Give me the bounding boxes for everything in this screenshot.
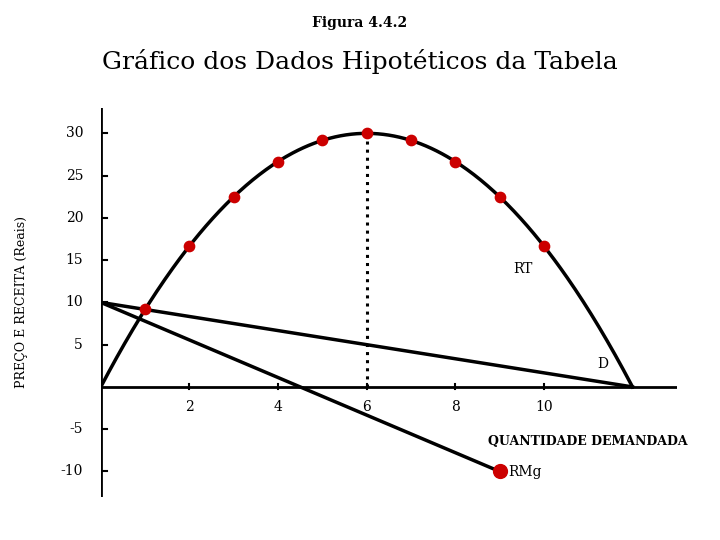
Point (184, 242, 195, 251)
Text: 10: 10 (535, 400, 553, 414)
Text: Gráfico dos Dados Hipotéticos da Tabela: Gráfico dos Dados Hipotéticos da Tabela (102, 49, 618, 73)
Point (317, 136, 328, 145)
Point (140, 305, 151, 314)
Text: D: D (597, 357, 608, 372)
Text: 5: 5 (74, 338, 83, 352)
Text: 6: 6 (362, 400, 371, 414)
Text: 10: 10 (66, 295, 83, 309)
Point (494, 192, 505, 201)
Text: 8: 8 (451, 400, 459, 414)
Text: 25: 25 (66, 168, 83, 183)
Text: QUANTIDADE DEMANDADA: QUANTIDADE DEMANDADA (488, 435, 688, 448)
Text: -5: -5 (70, 422, 83, 436)
Point (449, 157, 461, 166)
Text: 2: 2 (185, 400, 194, 414)
Point (494, 467, 505, 476)
Text: Figura 4.4.2: Figura 4.4.2 (312, 16, 408, 30)
Text: 15: 15 (66, 253, 83, 267)
Point (272, 157, 284, 166)
Text: PREÇO E RECEITA (Reais): PREÇO E RECEITA (Reais) (14, 217, 27, 388)
Point (405, 136, 417, 145)
Text: 4: 4 (274, 400, 282, 414)
Text: RMg: RMg (508, 464, 542, 478)
Point (361, 129, 372, 138)
Point (228, 192, 240, 201)
Text: -10: -10 (60, 464, 83, 478)
Text: RT: RT (513, 262, 532, 276)
Text: 20: 20 (66, 211, 83, 225)
Text: 30: 30 (66, 126, 83, 140)
Point (538, 242, 549, 251)
